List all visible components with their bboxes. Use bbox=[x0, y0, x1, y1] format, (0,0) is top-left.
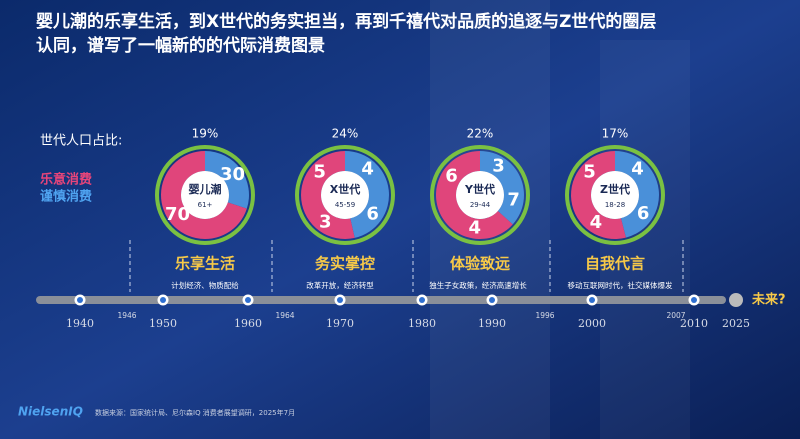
ring-outline bbox=[295, 145, 395, 245]
population-share: 17% bbox=[602, 127, 629, 141]
theme: 体验致远 bbox=[450, 255, 510, 273]
willing-digit: 70 bbox=[165, 204, 190, 225]
logo: NielsenIQ bbox=[18, 405, 83, 419]
cautious-arc bbox=[615, 151, 660, 238]
theme: 自我代言 bbox=[585, 255, 645, 273]
timeline-bar bbox=[36, 296, 726, 304]
cautious-digit: 30 bbox=[220, 164, 245, 185]
year-label: 1940 bbox=[66, 317, 94, 330]
ring-outline bbox=[155, 145, 255, 245]
boundary-year: 1946 bbox=[117, 311, 136, 320]
legend-willing: 乐意消费 bbox=[40, 172, 92, 188]
legend-label: 世代人口占比: bbox=[40, 134, 122, 149]
cautious-arc bbox=[480, 151, 524, 225]
year-label: 1980 bbox=[408, 317, 436, 330]
year-label: 1960 bbox=[234, 317, 262, 330]
cautious-digit: 4 bbox=[631, 158, 644, 179]
population-share: 22% bbox=[467, 127, 494, 141]
timeline-dot-inner bbox=[160, 297, 166, 303]
theme: 务实掌控 bbox=[315, 255, 375, 273]
ring-center bbox=[181, 171, 229, 219]
cautious-digit: 4 bbox=[361, 159, 374, 180]
year-label: 1990 bbox=[478, 317, 506, 330]
cautious-digit: 3 bbox=[492, 155, 505, 176]
willing-arc bbox=[571, 151, 626, 239]
generation-name: Z世代 bbox=[600, 182, 630, 196]
year-label: 1970 bbox=[326, 317, 354, 330]
timeline-dot-inner bbox=[337, 297, 343, 303]
willing-digit: 3 bbox=[319, 212, 332, 233]
era-note: 移动互联网时代，社交媒体爆发 bbox=[568, 280, 673, 290]
population-share: 19% bbox=[192, 127, 219, 141]
generation-name: 婴儿潮 bbox=[189, 182, 222, 196]
year-label: 2025 bbox=[722, 317, 750, 330]
generation-age: 61+ bbox=[198, 201, 213, 209]
generation-age: 29-44 bbox=[470, 201, 491, 209]
ring-center bbox=[456, 171, 504, 219]
timeline-dot-inner bbox=[245, 297, 251, 303]
year-label: 2010 bbox=[680, 317, 708, 330]
era-note: 独生子女政策，经济高速增长 bbox=[429, 280, 527, 290]
cautious-digit: 7 bbox=[507, 189, 520, 210]
future-label: 未来? bbox=[751, 292, 786, 308]
legend-cautious: 谨慎消费 bbox=[40, 189, 92, 205]
cautious-arc bbox=[205, 151, 249, 209]
timeline-dot bbox=[729, 293, 743, 307]
boundary-year: 1964 bbox=[275, 311, 294, 320]
willing-arc bbox=[436, 151, 513, 239]
timeline-dot-inner bbox=[589, 297, 595, 303]
ring-center bbox=[591, 171, 639, 219]
willing-arc bbox=[301, 151, 355, 240]
willing-arc bbox=[161, 151, 247, 239]
ring-center bbox=[321, 171, 369, 219]
timeline-dot-inner bbox=[77, 297, 83, 303]
building-shade bbox=[600, 40, 690, 439]
willing-digit: 6 bbox=[445, 165, 458, 186]
generation-name: X世代 bbox=[330, 182, 360, 196]
source: 数据来源：国家统计局、尼尔森IQ 消费者展望调研，2025年7月 bbox=[95, 408, 295, 417]
population-share: 24% bbox=[332, 127, 359, 141]
title-line: 认同，谱写了一幅新的的代际消费图景 bbox=[36, 35, 325, 56]
ring-outline bbox=[430, 145, 530, 245]
cautious-digit: 6 bbox=[366, 204, 379, 225]
year-label: 1950 bbox=[149, 317, 177, 330]
generation-name: Y世代 bbox=[464, 182, 495, 196]
year-label: 2000 bbox=[578, 317, 606, 330]
willing-digit: 4 bbox=[468, 218, 481, 239]
timeline-dot-inner bbox=[489, 297, 495, 303]
ring-outline bbox=[565, 145, 665, 245]
boundary-year: 1996 bbox=[535, 311, 554, 320]
theme: 乐享生活 bbox=[175, 255, 235, 273]
era-note: 计划经济、物质配给 bbox=[171, 280, 239, 290]
boundary-year: 2007 bbox=[666, 311, 685, 320]
willing-digit: 5 bbox=[583, 162, 596, 183]
willing-digit: 4 bbox=[590, 212, 603, 233]
timeline-dot-inner bbox=[691, 297, 697, 303]
timeline-dot-inner bbox=[419, 297, 425, 303]
generation-age: 45-59 bbox=[335, 201, 355, 209]
generation-age: 18-28 bbox=[605, 201, 625, 209]
cautious-digit: 6 bbox=[637, 203, 650, 224]
willing-digit: 5 bbox=[313, 161, 326, 182]
cautious-arc bbox=[345, 151, 389, 238]
era-note: 改革开放，经济转型 bbox=[306, 280, 374, 290]
title-line: 婴儿潮的乐享生活，到X世代的务实担当，再到千禧代对品质的追逐与Z世代的圈层 bbox=[36, 11, 656, 32]
